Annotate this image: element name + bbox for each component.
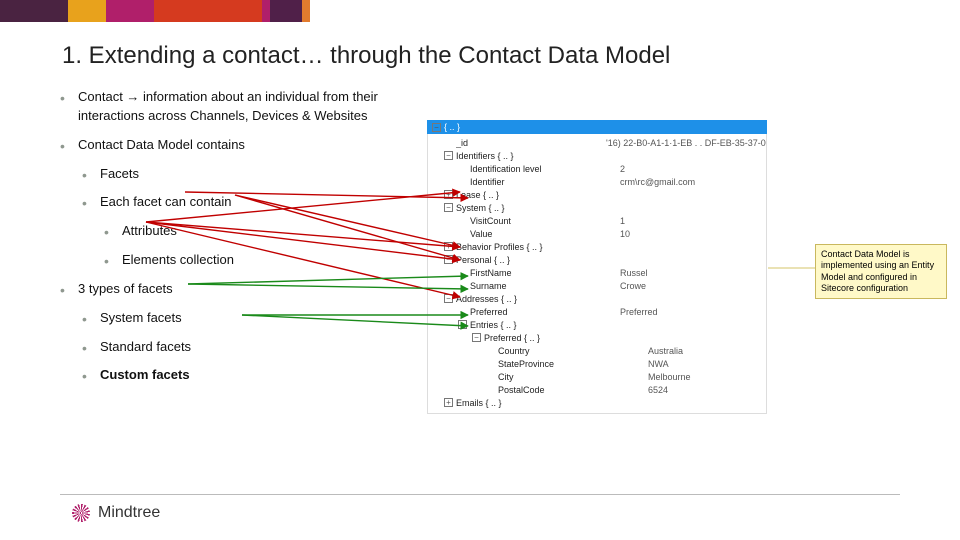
tree-value: Russel (620, 268, 766, 278)
bullet-cdm: Contact Data Model contains (60, 136, 430, 155)
tree-value: Melbourne (648, 372, 766, 382)
tree-value: Australia (648, 346, 766, 356)
bullet-custom-facets: Custom facets (82, 366, 430, 385)
tree-row[interactable]: Value10 (428, 227, 766, 240)
tree-label: Identification level (470, 164, 620, 174)
tree-label: StateProvince (498, 359, 648, 369)
tree-row[interactable]: CityMelbourne (428, 370, 766, 383)
tree-row[interactable]: VisitCount1 (428, 214, 766, 227)
expand-icon[interactable]: + (444, 242, 453, 251)
expand-icon[interactable]: − (444, 255, 453, 264)
tree-row[interactable]: −Identifiers { .. } (428, 149, 766, 162)
bullet-attributes: Attributes (104, 222, 430, 241)
expand-icon[interactable]: − (444, 294, 453, 303)
tree-label: Addresses { .. } (456, 294, 606, 304)
tree-row[interactable]: −Addresses { .. } (428, 292, 766, 305)
tree-label: Identifiers { .. } (456, 151, 606, 161)
tree-label: PostalCode (498, 385, 648, 395)
logo-text: Mindtree (98, 504, 160, 522)
tree-label: Emails { .. } (456, 398, 606, 408)
tree-label: FirstName (470, 268, 620, 278)
bullet-each-facet: Each facet can contain (82, 193, 430, 212)
logo-mark-icon (72, 504, 90, 522)
tree-label: Lease { .. } (456, 190, 606, 200)
footer-divider (60, 494, 900, 495)
tree-row[interactable]: PreferredPreferred (428, 305, 766, 318)
contact-tree-panel: −{ .. } _id'16) 22-B0-A1-1·1-EB . . DF-E… (427, 120, 767, 414)
tree-value: 6524 (648, 385, 766, 395)
tree-value: '16) 22-B0-A1-1·1-EB . . DF-EB-35-37-0B-… (606, 138, 766, 148)
tree-value: 2 (620, 164, 766, 174)
tree-body: _id'16) 22-B0-A1-1·1-EB . . DF-EB-35-37-… (427, 134, 767, 414)
tree-label: _id (456, 138, 606, 148)
tree-row[interactable]: −Preferred { .. } (428, 331, 766, 344)
tree-label: Identifier (470, 177, 620, 187)
tree-row[interactable]: +Lease { .. } (428, 188, 766, 201)
tree-label: Value (470, 229, 620, 239)
tree-label: System { .. } (456, 203, 606, 213)
expand-icon[interactable]: + (444, 190, 453, 199)
mindtree-logo: Mindtree (72, 504, 160, 522)
tree-value: Crowe (620, 281, 766, 291)
slide-title: 1. Extending a contact… through the Cont… (62, 42, 670, 70)
tree-label: Surname (470, 281, 620, 291)
bullet-elements: Elements collection (104, 251, 430, 270)
tree-root-row[interactable]: −{ .. } (427, 120, 767, 134)
tree-row[interactable]: −Personal { .. } (428, 253, 766, 266)
tree-row[interactable]: −Entries { .. } (428, 318, 766, 331)
expand-icon[interactable]: − (432, 123, 441, 132)
tree-row[interactable]: −System { .. } (428, 201, 766, 214)
tree-value: Preferred (620, 307, 766, 317)
expand-icon[interactable]: − (458, 320, 467, 329)
tree-label: City (498, 372, 648, 382)
tree-row[interactable]: +Behavior Profiles { .. } (428, 240, 766, 253)
tree-row[interactable]: CountryAustralia (428, 344, 766, 357)
tree-label: Preferred (470, 307, 620, 317)
expand-icon[interactable]: − (472, 333, 481, 342)
tree-row[interactable]: StateProvinceNWA (428, 357, 766, 370)
bullet-list: Contact → information about an individua… (60, 88, 430, 395)
expand-icon[interactable]: − (444, 151, 453, 160)
tree-row[interactable]: Identification level2 (428, 162, 766, 175)
bullet-system-facets: System facets (82, 309, 430, 328)
tree-label: Behavior Profiles { .. } (456, 242, 606, 252)
tree-row[interactable]: _id'16) 22-B0-A1-1·1-EB . . DF-EB-35-37-… (428, 136, 766, 149)
expand-icon[interactable]: − (444, 203, 453, 212)
tree-row[interactable]: +Emails { .. } (428, 396, 766, 409)
brand-top-bar (0, 0, 960, 22)
expand-icon[interactable]: + (444, 398, 453, 407)
bullet-contact: Contact → information about an individua… (60, 88, 430, 126)
tree-value: crm\rc@gmail.com (620, 177, 766, 187)
tree-row[interactable]: FirstNameRussel (428, 266, 766, 279)
tree-label: Personal { .. } (456, 255, 606, 265)
bullet-standard-facets: Standard facets (82, 338, 430, 357)
tree-value: NWA (648, 359, 766, 369)
callout-note: Contact Data Model is implemented using … (815, 244, 947, 299)
tree-label: Entries { .. } (470, 320, 620, 330)
tree-label: Preferred { .. } (484, 333, 634, 343)
tree-label: Country (498, 346, 648, 356)
bullet-3types: 3 types of facets (60, 280, 430, 299)
tree-row[interactable]: SurnameCrowe (428, 279, 766, 292)
bullet-facets: Facets (82, 165, 430, 184)
tree-row[interactable]: Identifiercrm\rc@gmail.com (428, 175, 766, 188)
tree-label: VisitCount (470, 216, 620, 226)
tree-value: 10 (620, 229, 766, 239)
tree-value: 1 (620, 216, 766, 226)
tree-row[interactable]: PostalCode6524 (428, 383, 766, 396)
